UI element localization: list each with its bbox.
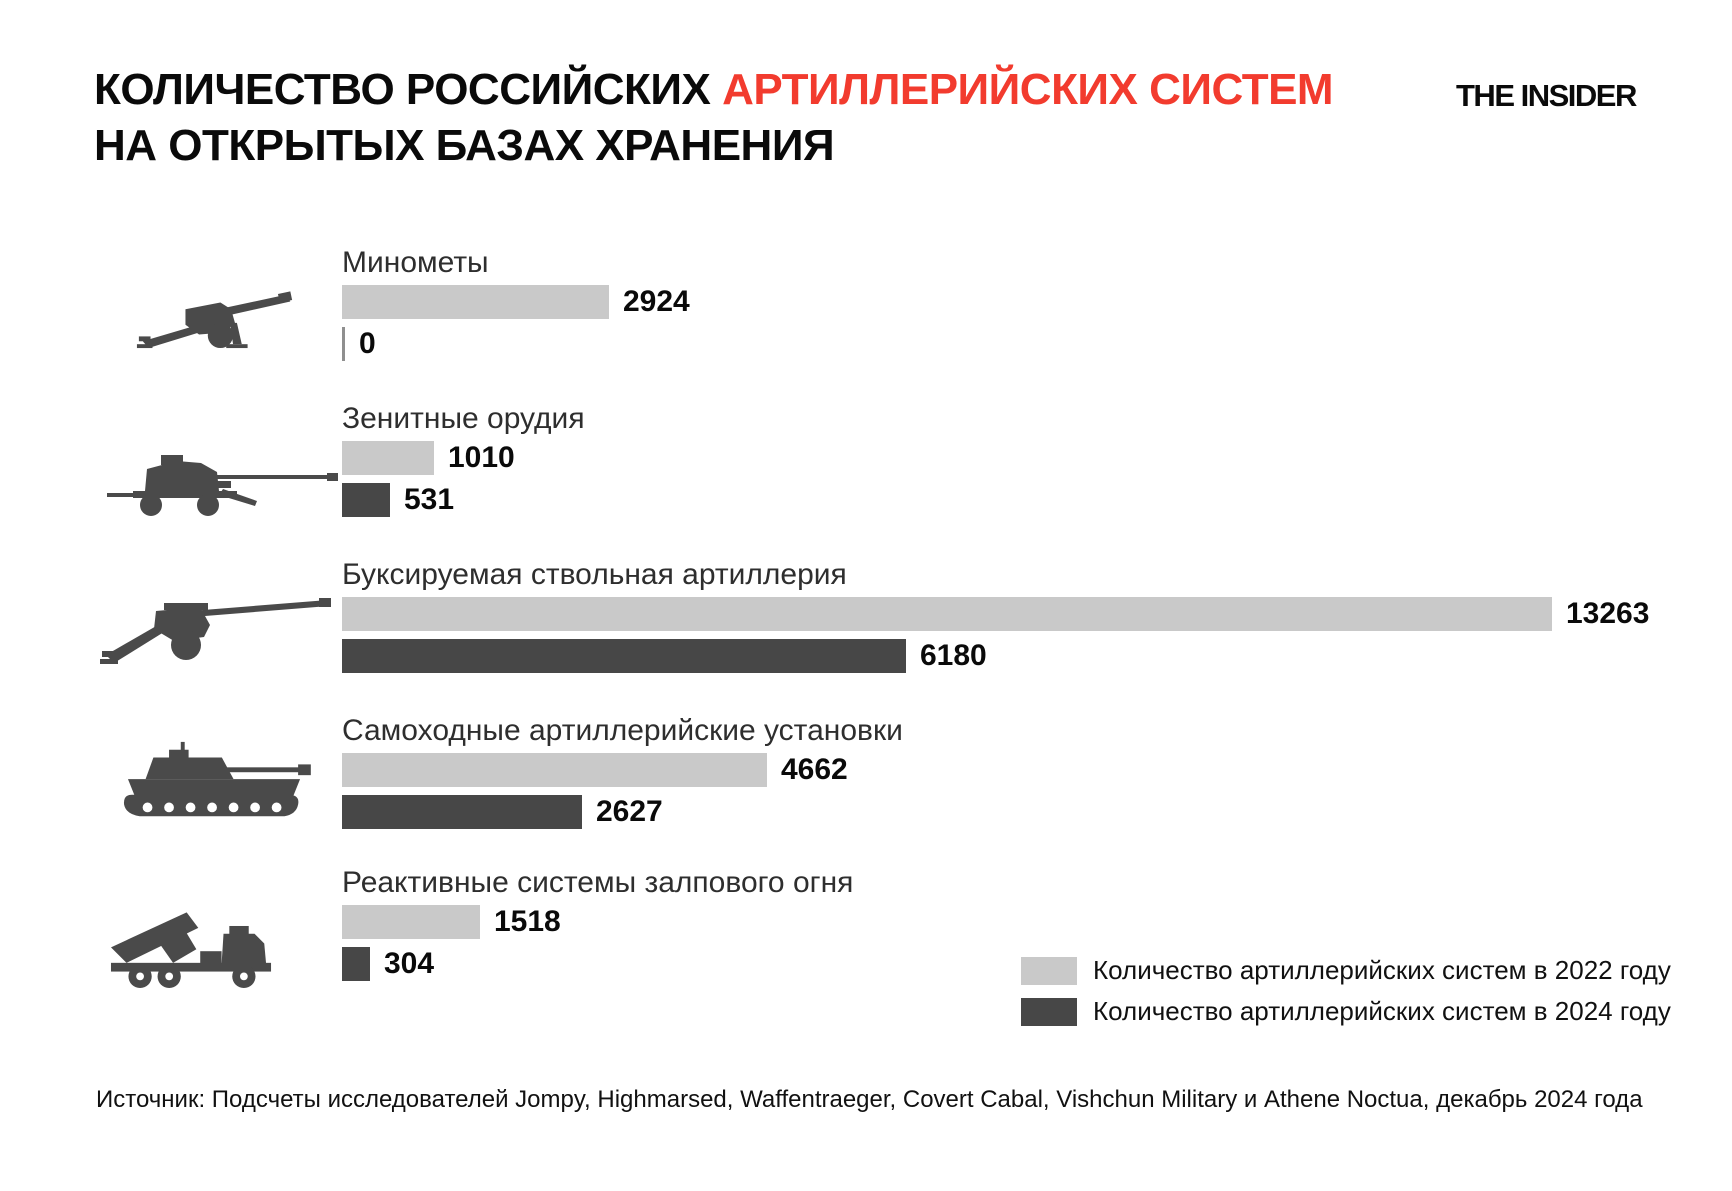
category-label: Минометы — [342, 246, 489, 279]
mlrs-truck-icon — [100, 893, 315, 990]
bar-value-2024: 2627 — [596, 795, 663, 828]
legend-swatch-2022 — [1021, 956, 1077, 985]
legend-label-2024: Количество артиллерийских систем в 2024 … — [1093, 996, 1671, 1026]
bar-2022 — [342, 285, 609, 319]
bar-value-2024: 304 — [384, 947, 435, 980]
self-propelled-gun-icon — [110, 738, 320, 826]
page-title: КОЛИЧЕСТВО РОССИЙСКИХ АРТИЛЛЕРИЙСКИХ СИС… — [94, 62, 1334, 174]
bar-value-2022: 1010 — [448, 441, 515, 474]
bar-value-2022: 2924 — [623, 285, 690, 318]
title-line-2: НА ОТКРЫТЫХ БАЗАХ ХРАНЕНИЯ — [94, 121, 835, 170]
bar-2022 — [342, 905, 480, 939]
category-label: Зенитные орудия — [342, 402, 585, 435]
bar-2022 — [342, 753, 767, 787]
title-line-1: КОЛИЧЕСТВО РОССИЙСКИХ АРТИЛЛЕРИЙСКИХ СИС… — [94, 62, 1334, 118]
category-label: Самоходные артиллерийские установки — [342, 714, 903, 747]
category-label: Буксируемая ствольная артиллерия — [342, 558, 847, 591]
legend-item-2022: Количество артиллерийских систем в 2022 … — [1021, 955, 1671, 986]
category-label: Реактивные системы залпового огня — [342, 866, 854, 899]
bar-2024 — [342, 795, 582, 829]
legend-item-2024: Количество артиллерийских систем в 2024 … — [1021, 996, 1671, 1027]
legend: Количество артиллерийских систем в 2022 … — [1021, 955, 1671, 1037]
the-insider-logo: THE INSIDER — [1456, 78, 1637, 113]
anti-aircraft-gun-icon — [105, 447, 340, 517]
bar-value-2022: 13263 — [1566, 597, 1650, 630]
title-text-accent: АРТИЛЛЕРИЙСКИХ СИСТЕМ — [722, 65, 1334, 114]
bar-value-2022: 4662 — [781, 753, 848, 786]
legend-label-2022: Количество артиллерийских систем в 2022 … — [1093, 955, 1671, 985]
bar-2022 — [342, 441, 434, 475]
howitzer-icon — [135, 284, 300, 350]
bar-value-2024: 0 — [359, 327, 376, 360]
bar-2022 — [342, 597, 1552, 631]
towed-artillery-icon — [100, 585, 335, 667]
bar-2024 — [342, 483, 390, 517]
bar-2024 — [342, 327, 345, 361]
bar-value-2022: 1518 — [494, 905, 561, 938]
bar-2024 — [342, 639, 906, 673]
title-text-black: КОЛИЧЕСТВО РОССИЙСКИХ — [94, 65, 711, 114]
bar-value-2024: 531 — [404, 483, 455, 516]
source-note: Источник: Подсчеты исследователей Jompy,… — [96, 1086, 1643, 1113]
legend-swatch-2024 — [1021, 997, 1077, 1026]
bar-2024 — [342, 947, 370, 981]
bar-value-2024: 6180 — [920, 639, 987, 672]
